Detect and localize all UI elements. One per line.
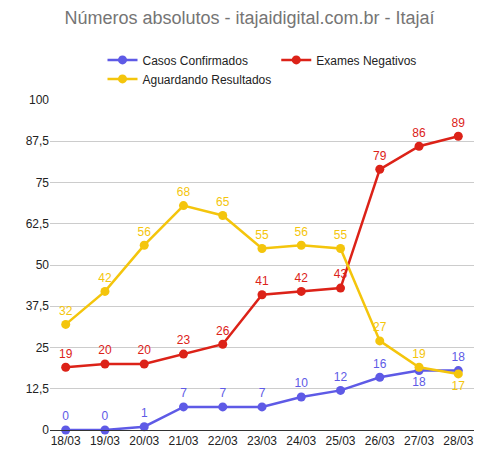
svg-text:19/03: 19/03 (90, 434, 120, 448)
svg-text:68: 68 (177, 185, 191, 199)
svg-text:Exames Negativos: Exames Negativos (316, 54, 416, 68)
svg-text:18: 18 (452, 350, 466, 364)
svg-text:23/03: 23/03 (247, 434, 277, 448)
svg-text:17: 17 (452, 379, 466, 393)
svg-text:0: 0 (102, 409, 109, 423)
svg-text:75: 75 (36, 176, 50, 190)
svg-text:55: 55 (334, 228, 348, 242)
svg-text:16: 16 (373, 357, 387, 371)
svg-text:32: 32 (59, 304, 73, 318)
svg-text:42: 42 (295, 271, 309, 285)
svg-text:27/03: 27/03 (404, 434, 434, 448)
svg-text:37,5: 37,5 (26, 299, 50, 313)
svg-text:24/03: 24/03 (286, 434, 316, 448)
svg-text:89: 89 (452, 116, 466, 130)
svg-text:Casos Confirmados: Casos Confirmados (143, 54, 248, 68)
svg-text:7: 7 (219, 386, 226, 400)
svg-text:Números absolutos - itajaidigi: Números absolutos - itajaidigital.com.br… (64, 8, 434, 28)
svg-text:22/03: 22/03 (208, 434, 238, 448)
svg-text:Aguardando Resultados: Aguardando Resultados (143, 73, 272, 87)
svg-text:27: 27 (373, 320, 387, 334)
svg-text:65: 65 (216, 195, 230, 209)
svg-text:19: 19 (59, 347, 73, 361)
svg-text:25: 25 (36, 341, 50, 355)
svg-text:86: 86 (412, 126, 426, 140)
svg-text:12: 12 (334, 370, 348, 384)
svg-text:26/03: 26/03 (365, 434, 395, 448)
svg-text:25/03: 25/03 (326, 434, 356, 448)
svg-text:50: 50 (36, 258, 50, 272)
svg-text:41: 41 (255, 274, 269, 288)
svg-text:12,5: 12,5 (26, 382, 50, 396)
svg-text:18/03: 18/03 (51, 434, 81, 448)
svg-text:26: 26 (216, 324, 230, 338)
svg-text:20: 20 (98, 343, 112, 357)
svg-text:62,5: 62,5 (26, 217, 50, 231)
svg-text:56: 56 (138, 225, 152, 239)
svg-text:28/03: 28/03 (443, 434, 473, 448)
svg-text:0: 0 (62, 409, 69, 423)
svg-text:20/03: 20/03 (129, 434, 159, 448)
svg-text:79: 79 (373, 149, 387, 163)
svg-text:7: 7 (180, 386, 187, 400)
svg-text:43: 43 (334, 267, 348, 281)
svg-text:19: 19 (412, 347, 426, 361)
svg-text:18: 18 (412, 375, 426, 389)
svg-text:56: 56 (295, 225, 309, 239)
svg-text:87,5: 87,5 (26, 134, 50, 148)
svg-text:0: 0 (42, 423, 49, 437)
svg-text:10: 10 (295, 376, 309, 390)
svg-text:55: 55 (255, 228, 269, 242)
svg-text:20: 20 (138, 343, 152, 357)
svg-text:1: 1 (141, 406, 148, 420)
svg-text:100: 100 (29, 93, 49, 107)
svg-text:7: 7 (259, 386, 266, 400)
svg-text:21/03: 21/03 (168, 434, 198, 448)
svg-text:23: 23 (177, 333, 191, 347)
svg-text:42: 42 (98, 271, 112, 285)
